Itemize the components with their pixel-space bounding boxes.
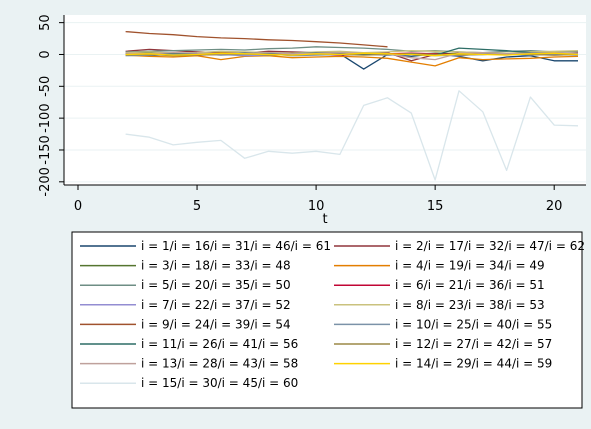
y-tick-label: -200 [38,167,53,197]
legend-label-11: i = 11/i = 26/i = 41/i = 56 [141,337,298,351]
x-tick-label: 10 [308,199,325,214]
legend-label-6: i = 6/i = 21/i = 36/i = 51 [395,278,545,292]
y-tick-label: -100 [38,103,53,133]
series-line-15 [125,90,579,181]
series-line-9 [125,30,388,48]
legend-label-2: i = 2/i = 17/i = 32/i = 47/i = 62 [395,239,585,253]
legend-label-8: i = 8/i = 23/i = 38/i = 53 [395,298,545,312]
series-line-13 [125,51,579,61]
series-lines [125,30,579,181]
legend: i = 1/i = 16/i = 31/i = 46/i = 61 i = 2/i… [71,231,585,409]
legend-label-10: i = 10/i = 25/i = 40/i = 55 [395,317,552,331]
legend-label-15: i = 15/i = 30/i = 45/i = 60 [141,376,298,390]
y-tick-label: -50 [38,76,53,97]
legend-label-4: i = 4/i = 19/i = 34/i = 49 [395,259,545,273]
legend-label-9: i = 9/i = 24/i = 39/i = 54 [141,317,291,331]
legend-label-1: i = 1/i = 16/i = 31/i = 46/i = 61 [141,239,331,253]
legend-label-3: i = 3/i = 18/i = 33/i = 48 [141,259,291,273]
legend-label-12: i = 12/i = 27/i = 42/i = 57 [395,337,552,351]
y-tick-label: 0 [38,50,53,58]
legend-items: i = 1/i = 16/i = 31/i = 46/i = 61 i = 2/i… [80,239,585,390]
legend-label-5: i = 5/i = 20/i = 35/i = 50 [141,278,291,292]
axes: 50 0 -50 -100 -150 -200 0 5 10 15 20 [38,14,586,214]
x-tick-label: 0 [74,199,82,214]
series-line-14 [125,52,579,57]
legend-box [71,231,583,409]
series-line-4 [125,54,579,67]
plot-background [64,15,586,185]
x-tick-label: 15 [427,199,444,214]
x-tick-label: 5 [193,199,201,214]
y-tick-label: 50 [38,14,53,31]
series-line-5 [125,46,579,54]
x-axis-title: t [322,212,327,227]
x-tick-label: 20 [546,199,563,214]
legend-label-13: i = 13/i = 28/i = 43/i = 58 [141,357,298,371]
y-tick-label: -150 [38,135,53,165]
legend-label-7: i = 7/i = 22/i = 37/i = 52 [141,298,291,312]
legend-label-14: i = 14/i = 29/i = 44/i = 59 [395,357,552,371]
